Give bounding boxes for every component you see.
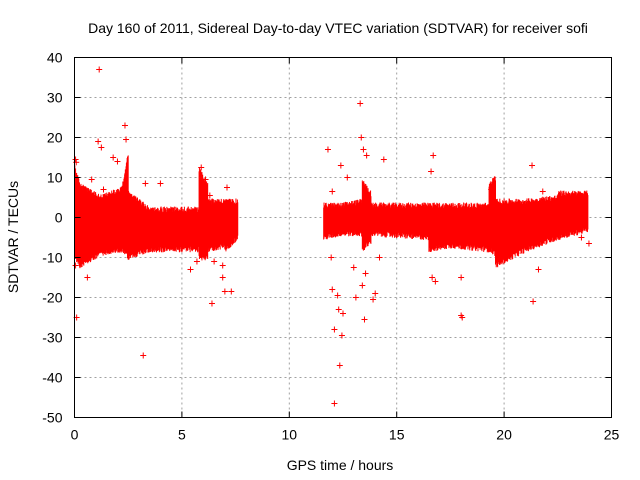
data-point (123, 136, 130, 143)
data-point (219, 262, 226, 269)
data-point (432, 278, 439, 285)
data-point (331, 400, 338, 407)
data-point (211, 258, 218, 265)
y-tick-label: 20 (47, 130, 63, 146)
data-point (208, 300, 215, 307)
data-point (362, 270, 369, 277)
y-tick-label: -10 (42, 250, 62, 266)
data-point (539, 188, 546, 195)
data-point (350, 264, 357, 271)
data-point (340, 310, 346, 317)
data-point (100, 186, 107, 193)
data-point (193, 258, 200, 265)
y-tick-label: 10 (47, 170, 63, 186)
data-point (459, 314, 466, 321)
x-tick-label: 20 (496, 427, 512, 443)
data-point (352, 294, 359, 301)
y-tick-label: -20 (42, 290, 62, 306)
y-tick-label: -30 (42, 330, 62, 346)
data-point (219, 274, 226, 281)
data-point (429, 274, 436, 281)
data-point (360, 146, 367, 153)
data-point (357, 100, 364, 107)
x-axis-label: GPS time / hours (287, 457, 394, 473)
data-point (187, 266, 194, 273)
x-tick-label: 0 (71, 427, 79, 443)
data-point (90, 194, 97, 201)
data-point (328, 254, 335, 261)
data-point (98, 144, 105, 151)
data-point (530, 298, 537, 305)
data-point (72, 156, 79, 163)
data-point (336, 362, 343, 369)
data-point (358, 134, 365, 141)
data-point (221, 288, 228, 295)
data-point (202, 176, 209, 183)
data-point (363, 152, 370, 159)
data-point (338, 332, 345, 339)
data-point (72, 262, 79, 269)
data-point (96, 66, 103, 73)
data-point (335, 306, 342, 313)
data-point (329, 286, 336, 293)
data-point (324, 226, 331, 233)
data-point (157, 180, 164, 187)
data-point (488, 186, 495, 193)
data-point (121, 122, 128, 129)
plot-frame (74, 57, 612, 418)
y-tick-label: 40 (47, 50, 63, 66)
data-point (198, 164, 205, 171)
data-point (228, 288, 235, 295)
y-tick-label: 0 (55, 210, 63, 226)
x-tick-label: 15 (389, 427, 405, 443)
axis-ticks: 0 5 10 15 20 25 -50 -40 -30 -20 -10 0 10 20 30 40 (42, 50, 619, 443)
data-point (334, 292, 341, 299)
data-point (372, 290, 379, 297)
x-tick-label: 25 (604, 427, 620, 443)
data-points (72, 66, 592, 407)
data-point (110, 154, 117, 161)
data-point (140, 352, 147, 359)
y-axis-label: SDTVAR / TECUs (5, 181, 21, 293)
data-point (376, 254, 383, 261)
data-point (370, 296, 377, 303)
x-tick-label: 10 (282, 427, 298, 443)
y-tick-label: -40 (42, 370, 62, 386)
data-point (224, 184, 231, 191)
data-point (428, 168, 435, 175)
data-point (88, 176, 95, 183)
data-point (344, 174, 351, 181)
data-point (324, 146, 331, 153)
data-point (206, 192, 213, 199)
data-point (578, 234, 585, 241)
data-point (361, 316, 368, 323)
data-point (142, 180, 149, 187)
y-tick-label: -50 (42, 410, 62, 426)
chart-title: Day 160 of 2011, Sidereal Day-to-day VTE… (88, 20, 588, 36)
data-point (359, 282, 366, 289)
x-tick-label: 5 (178, 427, 186, 443)
data-point (585, 240, 592, 247)
data-point (114, 158, 121, 165)
data-point (329, 188, 336, 195)
data-point (84, 274, 91, 281)
data-point (529, 162, 536, 169)
data-point (458, 274, 465, 281)
data-point (380, 156, 387, 163)
data-point (337, 162, 344, 169)
data-point (95, 138, 102, 145)
data-point (430, 152, 437, 159)
data-point (331, 326, 338, 333)
y-tick-label: 30 (47, 90, 63, 106)
data-point (535, 266, 542, 273)
